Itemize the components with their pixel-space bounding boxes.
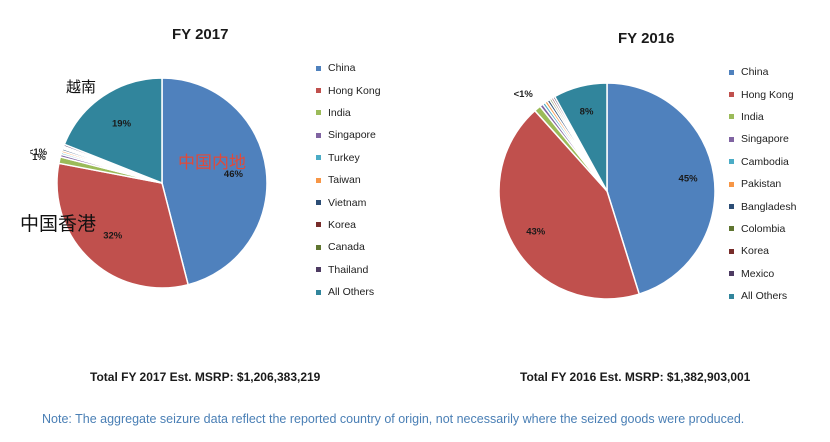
slice-all-others bbox=[553, 82, 608, 192]
legend-swatch bbox=[729, 136, 734, 142]
legend-swatch bbox=[316, 132, 321, 138]
data-label-all-others: 8% bbox=[580, 107, 594, 118]
legend-label: Canada bbox=[328, 241, 365, 254]
legend-item-cambodia: Cambodia bbox=[729, 151, 796, 173]
legend-swatch bbox=[729, 248, 734, 254]
chart-title-fy2016: FY 2016 bbox=[618, 30, 675, 47]
legend-item-singapore: Singapore bbox=[316, 124, 381, 146]
data-label-china: 45% bbox=[679, 174, 699, 185]
legend-item-hong-kong: Hong Kong bbox=[729, 83, 796, 105]
data-label-singapore: <1% bbox=[514, 89, 534, 100]
legend-item-korea: Korea bbox=[316, 214, 381, 236]
legend-label: All Others bbox=[741, 290, 788, 303]
slice-hong-kong bbox=[56, 162, 190, 289]
legend-label: Korea bbox=[741, 245, 770, 258]
annotation-vietnam: 越南 bbox=[66, 78, 97, 96]
legend-label: Cambodia bbox=[741, 155, 789, 168]
legend-swatch bbox=[316, 289, 321, 295]
legend-label: Hong Kong bbox=[741, 88, 794, 101]
legend-label: Vietnam bbox=[328, 196, 367, 209]
legend-item-taiwan: Taiwan bbox=[316, 169, 381, 191]
chart-title-fy2017: FY 2017 bbox=[172, 26, 229, 43]
total-msrp-fy2016: Total FY 2016 Est. MSRP: $1,382,903,001 bbox=[520, 370, 751, 384]
legend-item-india: India bbox=[729, 106, 796, 128]
legend-item-bangladesh: Bangladesh bbox=[729, 195, 796, 217]
legend-item-canada: Canada bbox=[316, 236, 381, 258]
slice-all-others bbox=[63, 77, 163, 185]
legend-item-korea: Korea bbox=[729, 240, 796, 262]
legend-label: Singapore bbox=[741, 133, 789, 146]
legend-fy2017: China Hong Kong India Singapore Turkey Taiwan… bbox=[316, 57, 381, 303]
legend-swatch bbox=[316, 222, 321, 228]
legend-swatch bbox=[729, 293, 734, 299]
legend-item-all-others: All Others bbox=[316, 281, 381, 303]
legend-label: Singapore bbox=[328, 129, 376, 142]
legend-label: Turkey bbox=[328, 151, 360, 164]
legend-label: India bbox=[328, 106, 351, 119]
legend-label: Mexico bbox=[741, 267, 775, 280]
legend-swatch bbox=[729, 159, 734, 165]
legend-item-colombia: Colombia bbox=[729, 218, 796, 240]
legend-item-singapore: Singapore bbox=[729, 128, 796, 150]
legend-label: China bbox=[328, 62, 356, 75]
legend-item-india: India bbox=[316, 102, 381, 124]
legend-item-mexico: Mexico bbox=[729, 263, 796, 285]
legend-swatch bbox=[729, 204, 734, 210]
legend-item-hong-kong: Hong Kong bbox=[316, 79, 381, 101]
legend-label: Hong Kong bbox=[328, 84, 381, 97]
legend-swatch bbox=[316, 88, 321, 94]
slice-china bbox=[606, 82, 716, 296]
pie-chart-fy2016: 45% 43% <1% 8% bbox=[498, 82, 716, 300]
legend-swatch bbox=[316, 65, 321, 71]
footer-note: Note: The aggregate seizure data reflect… bbox=[42, 412, 745, 426]
data-label-india: 1% bbox=[32, 152, 46, 163]
data-label-all-others: 19% bbox=[112, 118, 132, 129]
legend-swatch bbox=[729, 181, 734, 187]
legend-item-china: China bbox=[729, 61, 796, 83]
legend-label: Colombia bbox=[741, 222, 786, 235]
data-label-china: 46% bbox=[224, 169, 244, 180]
legend-swatch bbox=[316, 155, 321, 161]
total-msrp-fy2017: Total FY 2017 Est. MSRP: $1,206,383,219 bbox=[90, 370, 321, 384]
legend-item-turkey: Turkey bbox=[316, 147, 381, 169]
data-label-hong-kong: 32% bbox=[103, 230, 123, 241]
legend-swatch bbox=[729, 271, 734, 277]
legend-item-vietnam: Vietnam bbox=[316, 191, 381, 213]
legend-swatch bbox=[729, 114, 734, 120]
data-label-hong-kong: 43% bbox=[526, 227, 546, 238]
legend-item-thailand: Thailand bbox=[316, 259, 381, 281]
slice-hong-kong bbox=[498, 109, 641, 300]
legend-label: Bangladesh bbox=[741, 200, 797, 213]
legend-swatch bbox=[729, 226, 734, 232]
legend-swatch bbox=[316, 244, 321, 250]
data-label-singapore: <1% bbox=[30, 147, 48, 158]
legend-label: Taiwan bbox=[328, 174, 361, 187]
legend-swatch bbox=[316, 177, 321, 183]
legend-item-all-others: All Others bbox=[729, 285, 796, 307]
slice-china bbox=[161, 77, 268, 286]
legend-label: All Others bbox=[328, 286, 375, 299]
legend-fy2016: China Hong Kong India Singapore Cambodia Paki… bbox=[729, 61, 796, 307]
legend-label: China bbox=[741, 66, 769, 79]
annotation-mainland-china: 中国内地 bbox=[178, 153, 246, 173]
legend-swatch bbox=[316, 267, 321, 273]
pie-chart-fy2017: 46% 32% 1%<1% 19% bbox=[30, 77, 268, 289]
legend-label: Thailand bbox=[328, 263, 369, 276]
legend-label: Korea bbox=[328, 218, 357, 231]
legend-swatch bbox=[316, 200, 321, 206]
annotation-hong-kong: 中国香港 bbox=[20, 213, 97, 235]
legend-item-pakistan: Pakistan bbox=[729, 173, 796, 195]
legend-label: India bbox=[741, 110, 764, 123]
legend-swatch bbox=[729, 69, 734, 75]
legend-label: Pakistan bbox=[741, 178, 782, 191]
legend-swatch bbox=[729, 92, 734, 98]
legend-swatch bbox=[316, 110, 321, 116]
legend-item-china: China bbox=[316, 57, 381, 79]
